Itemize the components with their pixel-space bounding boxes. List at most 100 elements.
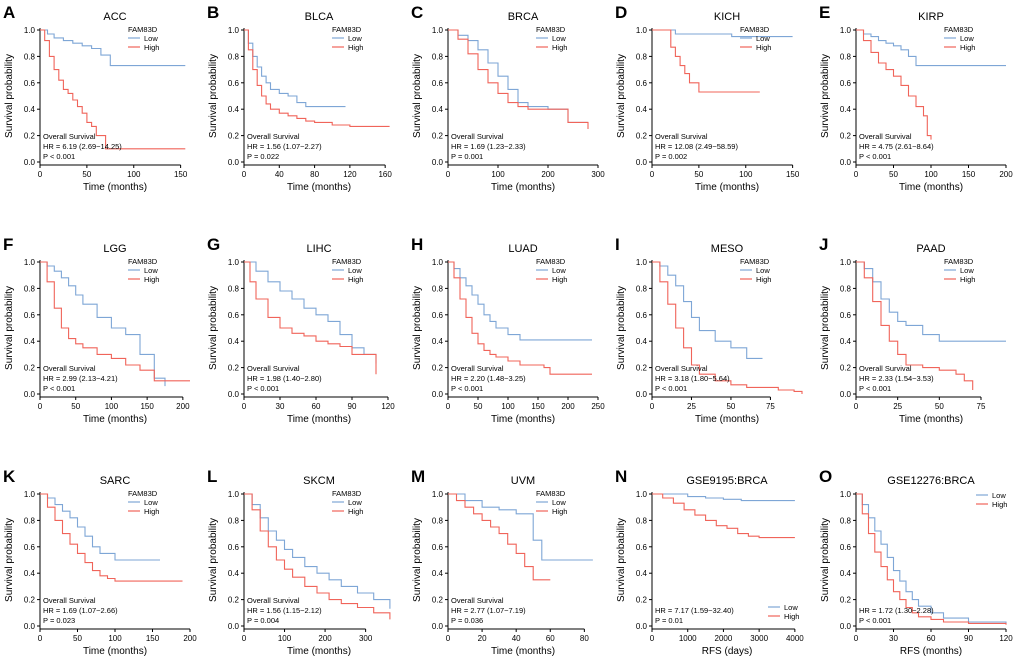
x-tick-label: 100 (491, 170, 505, 179)
stat-line: Overall Survival (451, 596, 504, 605)
x-tick-label: 150 (531, 402, 545, 411)
panel-a: A ACC 0.0 0.2 0.4 0.6 0.8 1.0 0 50 100 150 Time (mon… (3, 3, 188, 193)
legend-label-low: Low (144, 266, 158, 275)
x-tick-label: 90 (964, 634, 973, 643)
legend-label-low: Low (348, 498, 362, 507)
y-tick-label: 0.4 (228, 105, 240, 114)
stat-line: P = 0.002 (655, 152, 687, 161)
x-tick-label: 100 (127, 170, 141, 179)
y-tick-label: 0.8 (228, 52, 240, 61)
x-tick-label: 0 (446, 634, 451, 643)
x-tick-label: 50 (474, 402, 483, 411)
y-tick-label: 0.2 (432, 364, 444, 373)
x-tick-label: 200 (183, 634, 197, 643)
y-tick-label: 0.4 (432, 569, 444, 578)
panel-e: E KIRP 0.0 0.2 0.4 0.6 0.8 1.0 0 50 100 150 200 Time … (819, 3, 1013, 193)
panel-letter: L (207, 467, 217, 486)
y-tick-label: 1.0 (432, 258, 444, 267)
y-tick-label: 0.8 (840, 516, 852, 525)
y-tick-label: 0.6 (636, 543, 648, 552)
y-tick-label: 1.0 (432, 490, 444, 499)
legend-label-low: Low (348, 266, 362, 275)
y-tick-label: 1.0 (636, 258, 648, 267)
legend-label-high: High (348, 43, 363, 52)
y-tick-label: 0.6 (636, 79, 648, 88)
y-tick-label: 0.2 (840, 596, 852, 605)
legend-title: FAM83D (944, 25, 974, 34)
legend-label-low: Low (348, 34, 362, 43)
legend-label-low: Low (784, 603, 798, 612)
y-tick-label: 0.2 (636, 364, 648, 373)
legend-label-high: High (784, 612, 799, 621)
x-tick-label: 80 (310, 170, 319, 179)
legend-title: FAM83D (740, 25, 770, 34)
y-tick-label: 0.2 (840, 132, 852, 141)
x-tick-label: 100 (278, 634, 292, 643)
x-tick-label: 0 (242, 634, 247, 643)
x-tick-label: 200 (999, 170, 1013, 179)
legend-label-high: High (552, 43, 567, 52)
x-axis-label: Time (months) (695, 414, 759, 425)
legend-label-high: High (960, 275, 975, 284)
panel-letter: I (615, 235, 620, 254)
y-tick-label: 0.8 (24, 52, 36, 61)
legend-label-low: Low (992, 491, 1006, 500)
panel-title: UVM (511, 475, 535, 487)
km-curve-low (448, 261, 592, 341)
y-tick-label: 0.4 (636, 569, 648, 578)
x-tick-label: 0 (446, 170, 451, 179)
km-curve-high (448, 493, 551, 581)
y-axis-label: Survival probability (412, 54, 423, 138)
stat-line: P = 0.01 (655, 616, 683, 625)
y-tick-label: 0.0 (636, 622, 648, 631)
panel-letter: O (819, 467, 832, 486)
km-curve-high (856, 29, 932, 140)
legend-label-high: High (144, 275, 159, 284)
y-tick-label: 0.0 (432, 390, 444, 399)
y-axis-label: Survival probability (4, 54, 15, 138)
panel-g: G LIHC 0.0 0.2 0.4 0.6 0.8 1.0 0 30 60 90 120 Time (m… (207, 235, 395, 425)
y-tick-label: 0.2 (432, 596, 444, 605)
legend-label-low: Low (552, 266, 566, 275)
legend-title: FAM83D (128, 25, 158, 34)
stat-line: HR = 4.75 (2.61−8.64) (859, 142, 934, 151)
y-tick-label: 0.8 (24, 516, 36, 525)
stat-line: P < 0.001 (43, 152, 75, 161)
km-curve-low (244, 29, 346, 108)
legend-label-high: High (552, 507, 567, 516)
x-tick-label: 50 (889, 170, 898, 179)
km-curve-low (856, 493, 1007, 624)
y-axis-label: Survival probability (820, 518, 831, 602)
y-tick-label: 0.0 (228, 622, 240, 631)
x-tick-label: 120 (999, 634, 1013, 643)
km-curve-high (244, 29, 390, 127)
stat-line: HR = 1.56 (1.07−2.27) (247, 142, 322, 151)
panel-title: SARC (100, 475, 131, 487)
y-tick-label: 0.2 (228, 596, 240, 605)
y-tick-label: 0.8 (432, 52, 444, 61)
stat-line: Overall Survival (247, 364, 300, 373)
y-tick-label: 0.8 (636, 284, 648, 293)
panel-j: J PAAD 0.0 0.2 0.4 0.6 0.8 1.0 0 25 50 75 Time (mont… (819, 235, 1006, 425)
km-curve-low (40, 29, 186, 67)
x-axis-label: Time (months) (491, 182, 555, 193)
x-tick-label: 0 (38, 634, 43, 643)
panel-title: ACC (103, 11, 126, 23)
x-tick-label: 50 (935, 402, 944, 411)
y-tick-label: 0.0 (636, 158, 648, 167)
stat-line: P < 0.001 (655, 384, 687, 393)
y-tick-label: 1.0 (24, 26, 36, 35)
stat-line: Overall Survival (43, 596, 96, 605)
panel-title: MESO (711, 243, 744, 255)
x-tick-label: 150 (962, 170, 976, 179)
stat-line: HR = 1.72 (1.30−2.28) (859, 606, 934, 615)
